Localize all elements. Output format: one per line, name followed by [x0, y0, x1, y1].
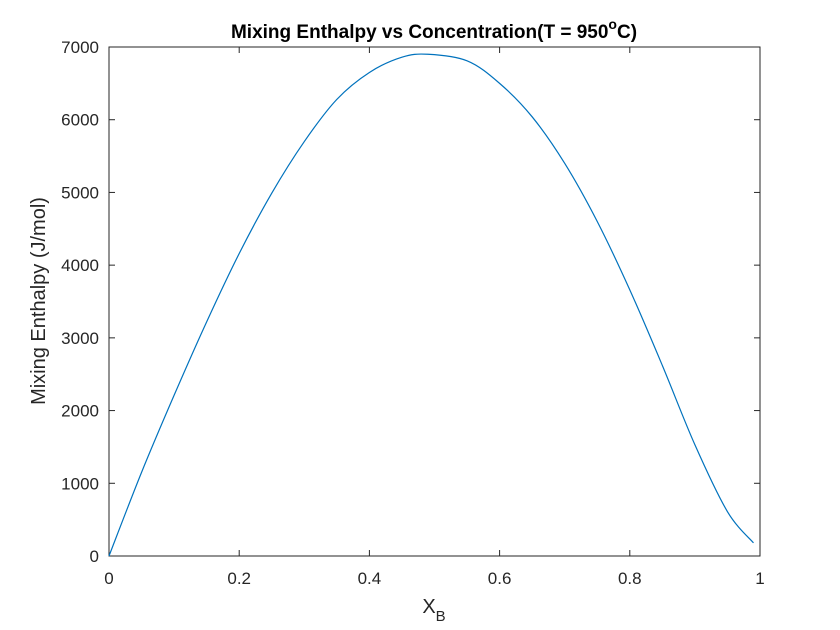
mixing-enthalpy-line: [108, 53, 754, 557]
x-tick-label: 0: [104, 569, 113, 588]
x-tick-label: 0.2: [227, 569, 251, 588]
y-tick-label: 0: [90, 547, 99, 566]
y-tick-label: 6000: [61, 111, 99, 130]
y-tick-label: 2000: [61, 402, 99, 421]
x-tick-label: 0.4: [358, 569, 382, 588]
chart-title-superscript: o: [608, 16, 617, 32]
y-tick-label: 4000: [61, 256, 99, 275]
x-tick-label: 0.6: [488, 569, 512, 588]
y-tick-label: 7000: [61, 38, 99, 57]
chart-title-main: Mixing Enthalpy vs Concentration(T = 950: [231, 22, 608, 43]
x-axis-label-main: X: [422, 596, 435, 618]
x-axis-label-subscript: B: [436, 608, 446, 625]
y-tick-label: 1000: [61, 474, 99, 493]
x-tick-label: 1: [755, 569, 764, 588]
plot-area-box: [108, 46, 761, 557]
series-group: [108, 53, 754, 557]
y-axis-label: Mixing Enthalpy (J/mol): [28, 197, 50, 405]
chart-title-end: C): [617, 22, 637, 43]
chart-title: Mixing Enthalpy vs Concentration(T = 950…: [231, 16, 637, 43]
y-tick-label: 5000: [61, 183, 99, 202]
x-tick-label: 0.8: [618, 569, 642, 588]
x-axis-label: XB: [422, 596, 445, 625]
axes: 0 0.2 0.4 0.6 0.8 1 0 1000 2000 3000 4000 5000 6000 7…: [61, 38, 765, 588]
y-tick-label: 3000: [61, 329, 99, 348]
